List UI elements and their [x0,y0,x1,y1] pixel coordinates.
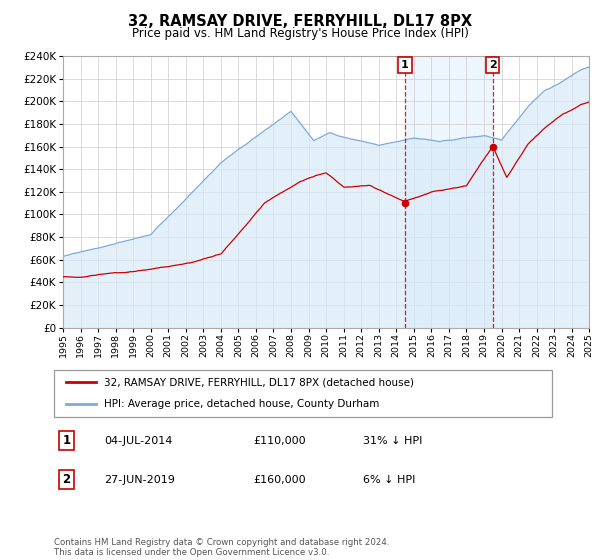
Text: HPI: Average price, detached house, County Durham: HPI: Average price, detached house, Coun… [104,399,379,409]
Text: 32, RAMSAY DRIVE, FERRYHILL, DL17 8PX: 32, RAMSAY DRIVE, FERRYHILL, DL17 8PX [128,14,472,29]
Text: 31% ↓ HPI: 31% ↓ HPI [363,436,422,446]
Text: 1: 1 [62,434,71,447]
Text: 6% ↓ HPI: 6% ↓ HPI [363,475,415,484]
Text: £160,000: £160,000 [253,475,306,484]
Text: Contains HM Land Registry data © Crown copyright and database right 2024.
This d: Contains HM Land Registry data © Crown c… [54,538,389,557]
Text: 2: 2 [62,473,71,486]
Bar [405,56,493,328]
Text: 32, RAMSAY DRIVE, FERRYHILL, DL17 8PX (detached house): 32, RAMSAY DRIVE, FERRYHILL, DL17 8PX (d… [104,377,414,388]
Text: 1: 1 [401,60,409,70]
Text: 27-JUN-2019: 27-JUN-2019 [104,475,175,484]
FancyBboxPatch shape [54,370,552,417]
Text: Price paid vs. HM Land Registry's House Price Index (HPI): Price paid vs. HM Land Registry's House … [131,27,469,40]
Text: 2: 2 [489,60,497,70]
Text: 04-JUL-2014: 04-JUL-2014 [104,436,172,446]
Text: £110,000: £110,000 [253,436,306,446]
